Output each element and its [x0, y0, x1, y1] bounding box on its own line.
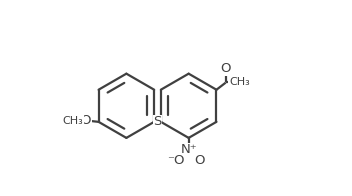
- Text: CH₃: CH₃: [62, 116, 83, 126]
- Text: O: O: [221, 62, 231, 75]
- Text: S: S: [153, 115, 162, 128]
- Text: O: O: [81, 114, 91, 127]
- Text: ⁻O: ⁻O: [166, 154, 184, 167]
- Text: O: O: [194, 154, 205, 167]
- Text: CH₃: CH₃: [229, 77, 250, 87]
- Text: N⁺: N⁺: [180, 143, 197, 156]
